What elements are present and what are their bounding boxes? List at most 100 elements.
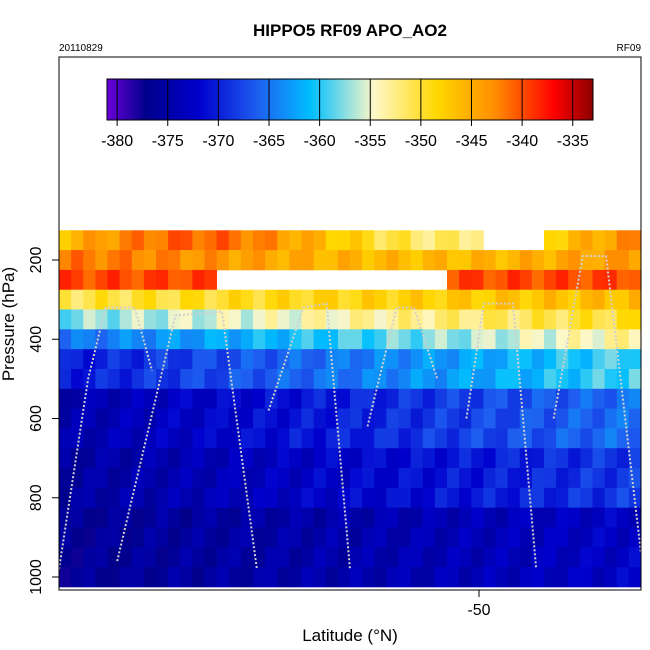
y-tick-label: 200 <box>28 247 45 274</box>
heatmap-cell <box>95 269 108 291</box>
heatmap-cell <box>337 230 351 251</box>
heatmap-cell <box>192 230 205 251</box>
heatmap-cell <box>398 547 412 568</box>
heatmap-cell <box>507 547 521 568</box>
heatmap-cell <box>531 428 545 449</box>
heatmap-cell <box>592 487 606 509</box>
heatmap-cell <box>398 527 412 548</box>
heatmap-cell <box>519 547 533 568</box>
heatmap-cell <box>156 487 169 509</box>
heatmap-cell <box>180 329 193 350</box>
heatmap-cell <box>180 567 193 588</box>
heatmap-cell <box>374 230 387 251</box>
heatmap-cell <box>556 547 569 568</box>
heatmap-cell <box>95 527 108 548</box>
heatmap-cell <box>289 428 302 449</box>
heatmap-cell <box>95 428 108 449</box>
heatmap-cell <box>277 230 290 251</box>
heatmap-cell <box>83 349 96 370</box>
heatmap-cell <box>337 487 351 509</box>
heatmap-cells <box>59 230 641 588</box>
heatmap-cell <box>156 230 169 251</box>
colorbar-tick-label: -360 <box>304 133 336 150</box>
heatmap-cell <box>95 329 108 350</box>
heatmap-cell <box>228 329 242 350</box>
heatmap-cell <box>410 368 424 390</box>
heatmap-cell <box>216 349 230 370</box>
heatmap-cell <box>374 448 387 469</box>
heatmap-cell <box>422 250 436 271</box>
heatmap-cell <box>350 468 363 489</box>
heatmap-cell <box>204 428 218 449</box>
heatmap-cell <box>422 468 436 489</box>
heatmap-cell <box>131 289 145 310</box>
heatmap-cell <box>350 329 363 350</box>
heatmap-cell <box>434 309 448 330</box>
heatmap-cell <box>313 230 327 251</box>
heatmap-cell <box>507 487 521 509</box>
heatmap-cell <box>434 468 448 489</box>
colorbar-tick-label: -355 <box>354 133 386 150</box>
heatmap-cell <box>265 468 278 489</box>
heatmap-cell <box>556 448 569 469</box>
heatmap-cell <box>531 448 545 469</box>
heatmap-cell <box>531 309 545 330</box>
heatmap-cell <box>544 547 557 568</box>
heatmap-cell <box>107 547 121 568</box>
heatmap-cell <box>556 428 569 449</box>
heatmap-cell <box>459 250 472 271</box>
heatmap-cell <box>325 289 339 310</box>
heatmap-cell <box>483 368 496 390</box>
heatmap-cell <box>95 388 108 409</box>
heatmap-cell <box>289 329 302 350</box>
heatmap-cell <box>83 250 96 271</box>
heatmap-cell <box>495 329 509 350</box>
heatmap-cell <box>107 368 121 390</box>
heatmap-cell <box>544 368 557 390</box>
heatmap-cell <box>289 507 302 528</box>
heatmap-cell <box>580 269 593 291</box>
heatmap-cell <box>447 527 460 548</box>
heatmap-cell <box>119 388 133 409</box>
heatmap-cell <box>216 368 230 390</box>
heatmap-cell <box>156 428 169 449</box>
flight-profile-trace <box>59 306 154 570</box>
heatmap-cell <box>495 408 509 429</box>
heatmap-cell <box>604 388 618 409</box>
heatmap-cell <box>507 507 521 528</box>
heatmap-cell <box>301 289 315 310</box>
heatmap-cell <box>556 527 569 548</box>
heatmap-cell <box>483 309 496 330</box>
heatmap-cell <box>483 269 496 291</box>
colorbar-tick-label: -380 <box>101 133 133 150</box>
heatmap-cell <box>628 428 641 449</box>
heatmap-cell <box>434 289 448 310</box>
heatmap-cell <box>507 428 521 449</box>
heatmap-cell <box>119 368 133 390</box>
heatmap-cell <box>59 487 72 509</box>
heatmap-cell <box>471 428 484 449</box>
heatmap-cell <box>386 527 399 548</box>
heatmap-cell <box>143 527 157 548</box>
heatmap-cell <box>434 329 448 350</box>
heatmap-cell <box>313 388 327 409</box>
heatmap-cell <box>616 527 630 548</box>
heatmap-cell <box>410 507 424 528</box>
heatmap-cell <box>168 349 181 370</box>
heatmap-cell <box>313 428 327 449</box>
heatmap-cell <box>83 547 96 568</box>
heatmap-cell <box>95 567 108 588</box>
heatmap-cell <box>568 329 581 350</box>
heatmap-cell <box>95 547 108 568</box>
heatmap-cell <box>386 408 399 429</box>
heatmap-cell <box>447 309 460 330</box>
heatmap-cell <box>507 567 521 588</box>
heatmap-cell <box>386 428 399 449</box>
heatmap-cell <box>216 468 230 489</box>
heatmap-cell <box>240 388 254 409</box>
heatmap-cell <box>386 250 399 271</box>
heatmap-cell <box>447 567 460 588</box>
heatmap-cell <box>59 250 72 271</box>
heatmap-cell <box>301 487 315 509</box>
heatmap-cell <box>531 487 545 509</box>
